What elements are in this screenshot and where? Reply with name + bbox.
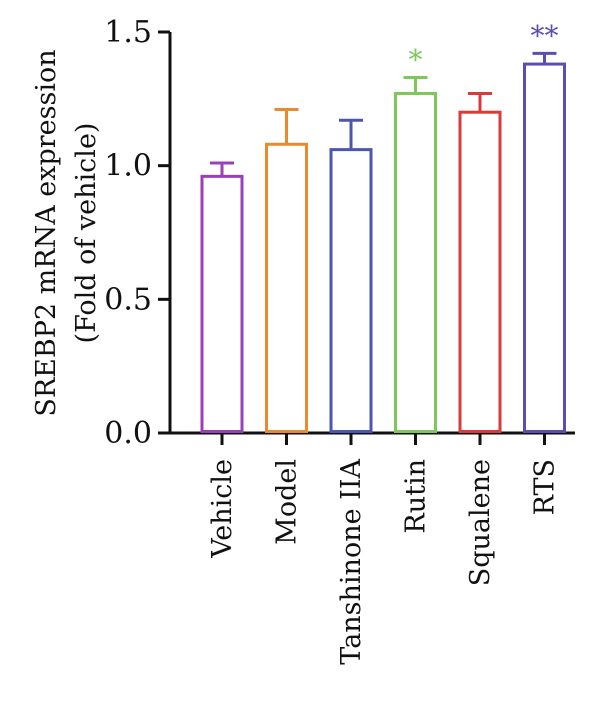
y-axis-title-line2: (Fold of vehicle) xyxy=(71,123,102,344)
y-tick-label: 0.5 xyxy=(104,282,152,317)
bar-tanshinone-iia xyxy=(329,148,373,433)
y-tick-label: 0.0 xyxy=(104,416,152,451)
significance-mark: ** xyxy=(531,19,559,52)
bar-squalene xyxy=(458,110,502,433)
bar-vehicle xyxy=(200,174,244,433)
bar-rutin xyxy=(394,91,437,433)
y-axis-title: SREBP2 mRNA expression (Fold of vehicle) xyxy=(31,49,102,416)
labels: 0.0 0.5 1.0 1.5 Vehicle Model Tanshinone IIA Ru… xyxy=(104,15,560,665)
bars xyxy=(200,51,566,434)
x-category-label: Model xyxy=(272,459,303,545)
bar-rts xyxy=(523,62,566,434)
bar-model xyxy=(265,142,308,433)
x-category-label: Squalene xyxy=(465,459,496,586)
x-category-label: Tanshinone IIA xyxy=(336,459,367,665)
x-category-label: RTS xyxy=(530,459,561,515)
y-tick-label: 1.5 xyxy=(104,15,152,50)
significance-mark: * xyxy=(409,43,423,76)
x-category-label: Vehicle xyxy=(207,459,238,559)
y-tick-label: 1.0 xyxy=(104,149,152,184)
x-category-label: Rutin xyxy=(401,459,432,534)
y-axis-title-line1: SREBP2 mRNA expression xyxy=(31,49,62,416)
